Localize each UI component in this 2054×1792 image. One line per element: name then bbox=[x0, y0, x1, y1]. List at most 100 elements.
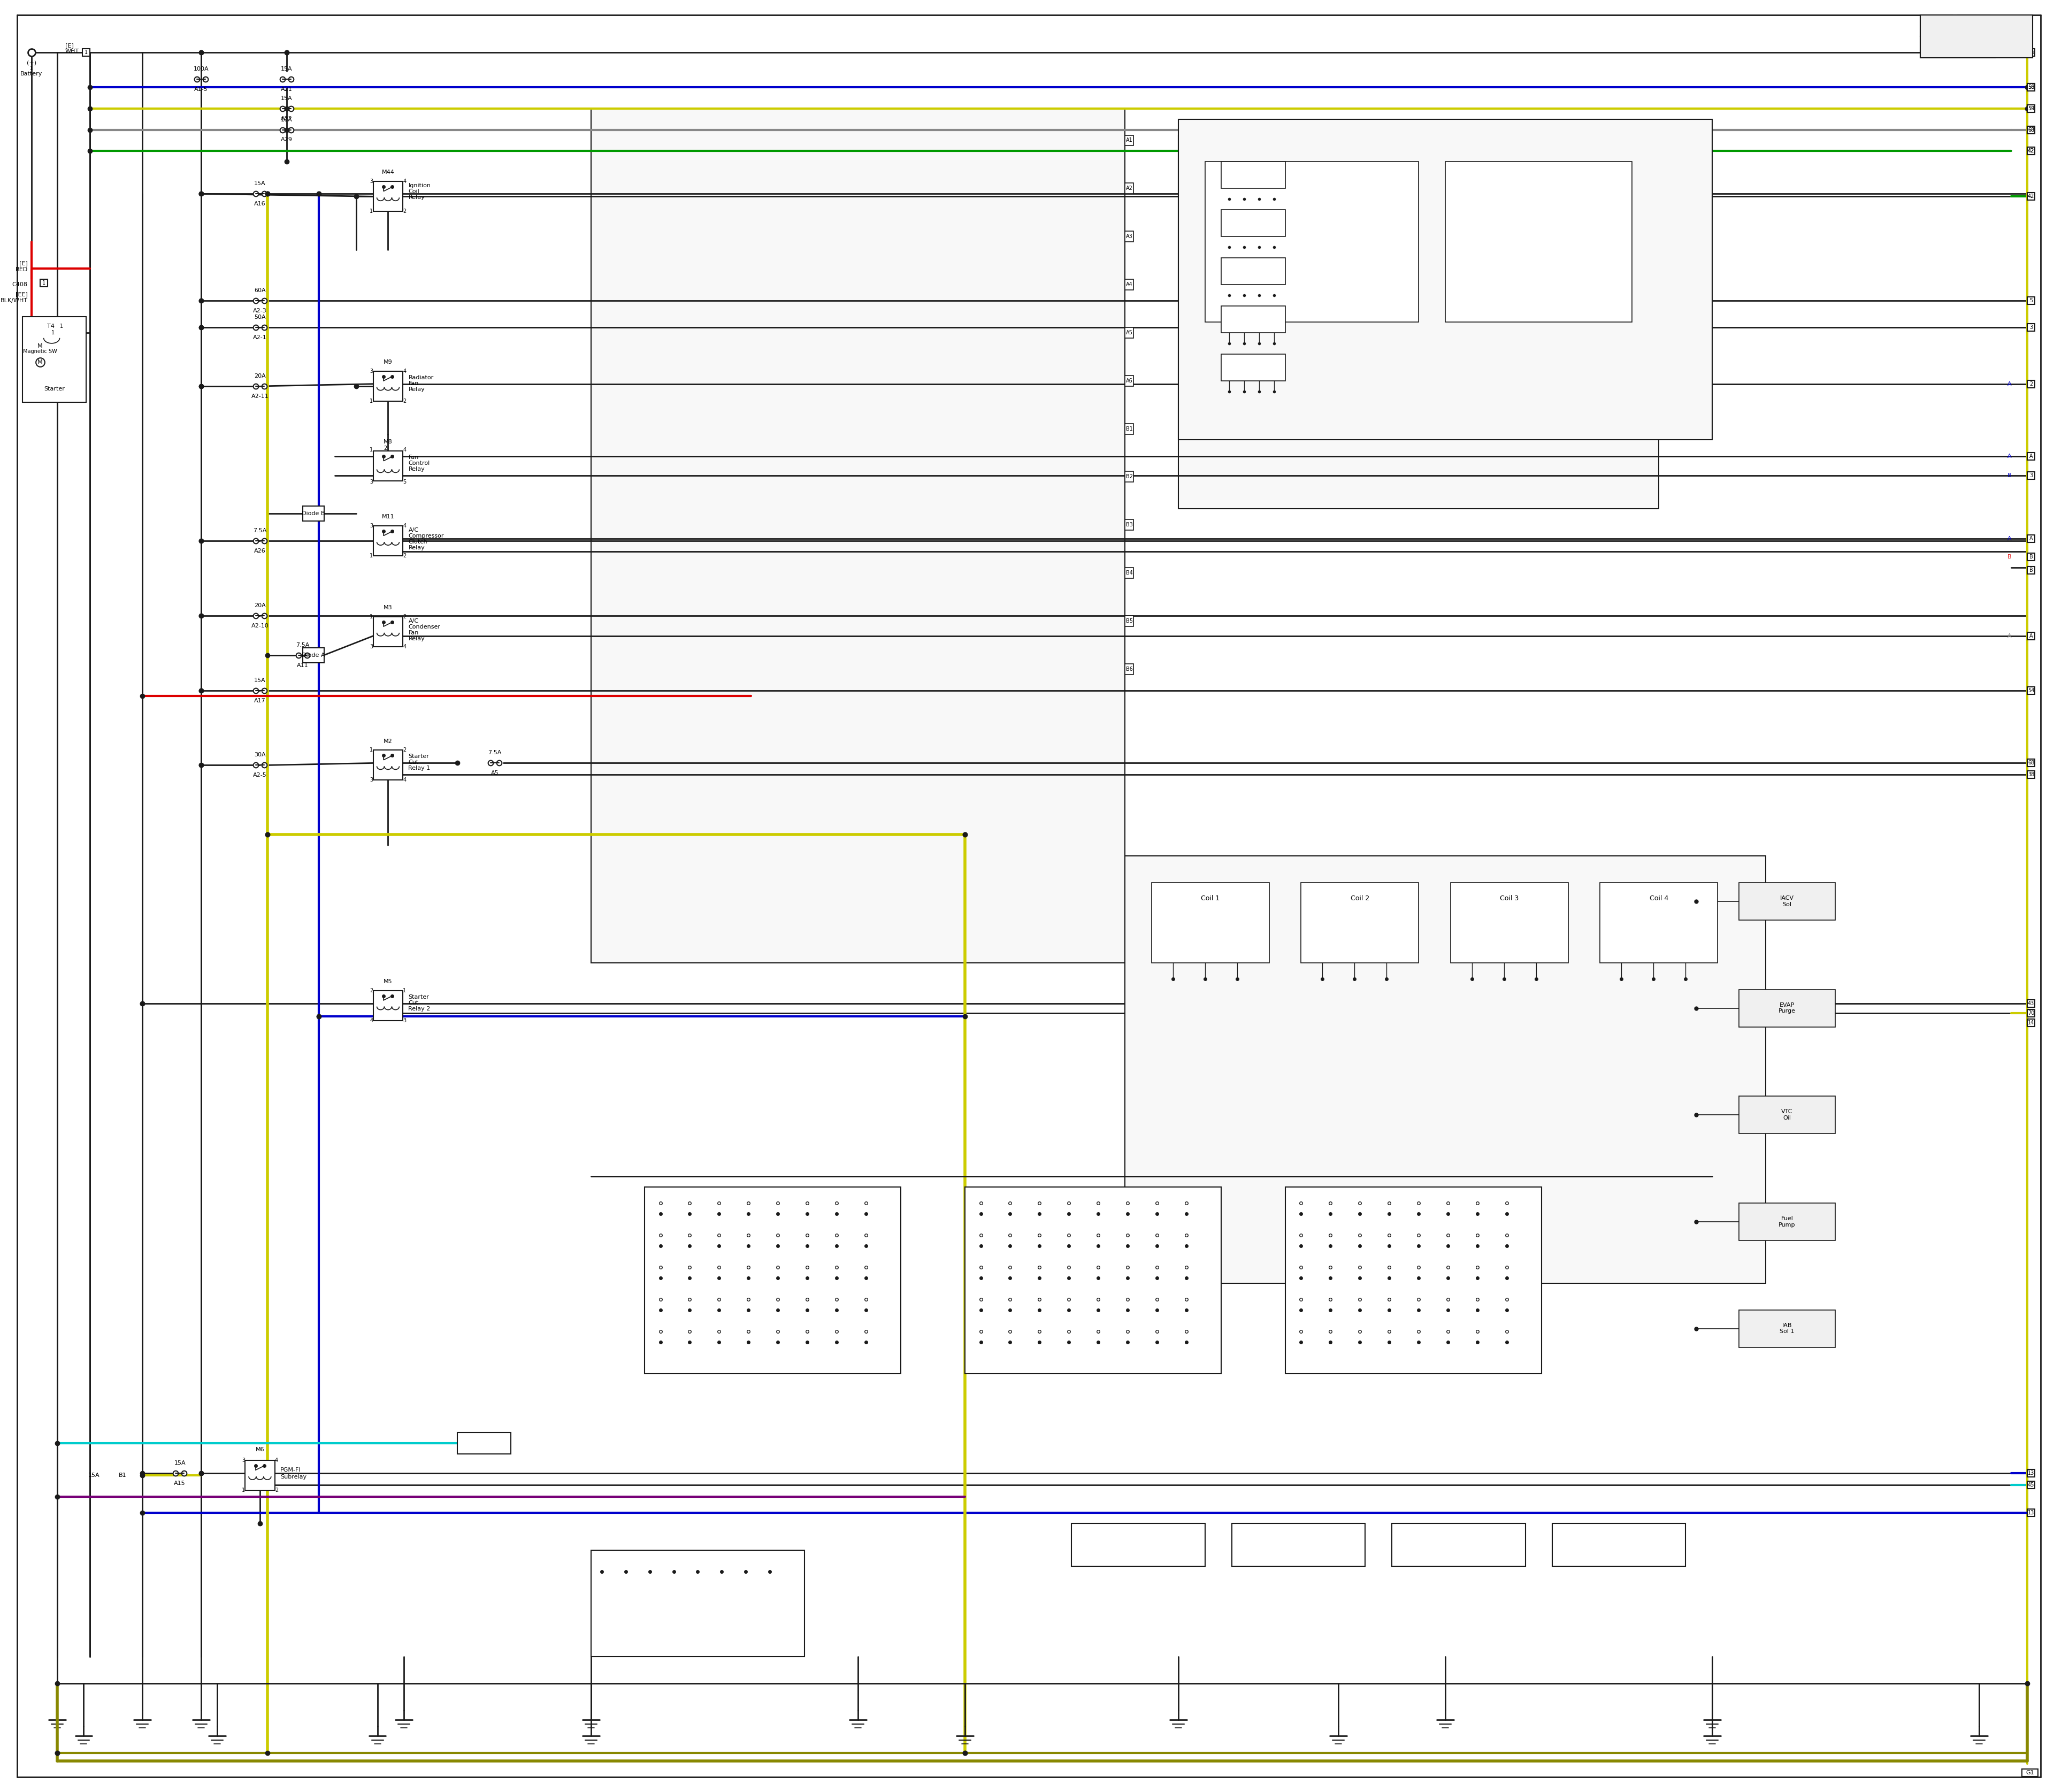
Text: A2-3: A2-3 bbox=[253, 308, 267, 314]
Text: Fan: Fan bbox=[409, 455, 419, 461]
Bar bbox=[2027, 1000, 2036, 1007]
Bar bbox=[1920, 14, 2033, 57]
Text: 13: 13 bbox=[2027, 1471, 2033, 1477]
Bar bbox=[2027, 760, 2036, 767]
Text: 4: 4 bbox=[370, 1018, 374, 1023]
Bar bbox=[2027, 104, 2036, 113]
Text: B1: B1 bbox=[119, 1473, 127, 1478]
Text: 3: 3 bbox=[242, 1457, 244, 1462]
Bar bbox=[1450, 883, 1567, 962]
Text: B: B bbox=[2029, 568, 2033, 573]
Text: WHT: WHT bbox=[66, 48, 78, 54]
Bar bbox=[374, 371, 403, 401]
Bar bbox=[23, 317, 86, 401]
Text: 3: 3 bbox=[370, 480, 374, 486]
Text: A15: A15 bbox=[175, 1480, 185, 1486]
Text: A/C: A/C bbox=[409, 527, 419, 532]
Bar bbox=[2027, 771, 2036, 778]
Bar bbox=[374, 181, 403, 211]
Text: C408: C408 bbox=[12, 281, 27, 287]
Text: 13: 13 bbox=[2027, 1511, 2033, 1516]
Text: 15A
A21: 15A A21 bbox=[1931, 41, 1943, 52]
Text: M11: M11 bbox=[382, 514, 394, 520]
Text: 1: 1 bbox=[370, 448, 374, 453]
Bar bbox=[1220, 161, 1286, 188]
Bar bbox=[374, 452, 403, 480]
Text: 1: 1 bbox=[41, 280, 45, 285]
Text: 42: 42 bbox=[2027, 194, 2033, 199]
Text: Diode A: Diode A bbox=[302, 652, 325, 658]
Bar bbox=[1957, 14, 1990, 36]
Text: A22: A22 bbox=[281, 116, 292, 122]
Bar bbox=[1300, 883, 1419, 962]
Text: 15A: 15A bbox=[255, 181, 265, 186]
Text: 2: 2 bbox=[403, 747, 407, 753]
Text: 4: 4 bbox=[403, 448, 407, 453]
Text: 3: 3 bbox=[2029, 473, 2033, 478]
Text: 15A: 15A bbox=[281, 66, 292, 72]
Text: 7.5A: 7.5A bbox=[253, 529, 267, 534]
Text: 3: 3 bbox=[370, 369, 374, 375]
Text: 1: 1 bbox=[370, 615, 374, 620]
Text: 3: 3 bbox=[2029, 324, 2033, 330]
Text: A4: A4 bbox=[1126, 281, 1132, 287]
Text: [E]: [E] bbox=[66, 43, 74, 48]
Text: S37: S37 bbox=[1968, 23, 1980, 29]
Text: 3: 3 bbox=[403, 1018, 407, 1023]
Text: IACV
Sol: IACV Sol bbox=[1781, 896, 1793, 907]
Text: Diode B: Diode B bbox=[302, 511, 325, 516]
Bar bbox=[1152, 883, 1269, 962]
Text: A: A bbox=[2029, 633, 2033, 638]
Text: Battery: Battery bbox=[21, 72, 43, 77]
Text: 2: 2 bbox=[275, 1487, 277, 1493]
Text: 70: 70 bbox=[2027, 1011, 2033, 1016]
Text: A/C: A/C bbox=[409, 618, 419, 624]
Text: A5: A5 bbox=[1126, 330, 1132, 335]
Text: Compressor: Compressor bbox=[409, 534, 444, 539]
Bar bbox=[458, 1432, 511, 1453]
Bar bbox=[39, 280, 47, 287]
Bar bbox=[2027, 453, 2036, 461]
Bar bbox=[2027, 566, 2036, 573]
Bar bbox=[2027, 125, 2036, 133]
Text: Starter: Starter bbox=[409, 754, 429, 760]
Bar bbox=[1126, 663, 1134, 674]
Text: Coil 4: Coil 4 bbox=[1649, 896, 1668, 901]
Bar bbox=[1393, 1523, 1526, 1566]
Bar bbox=[1553, 1523, 1686, 1566]
Bar bbox=[592, 1550, 805, 1658]
Text: 5: 5 bbox=[403, 480, 407, 486]
Bar bbox=[2021, 1769, 2038, 1776]
Text: 4: 4 bbox=[403, 778, 407, 783]
Text: B2: B2 bbox=[1126, 475, 1132, 480]
Text: 43: 43 bbox=[2027, 1000, 2033, 1005]
Text: Relay 1: Relay 1 bbox=[409, 765, 431, 771]
Text: M9: M9 bbox=[384, 360, 392, 366]
Bar bbox=[1126, 328, 1134, 339]
Text: 15A: 15A bbox=[175, 1460, 185, 1466]
Bar bbox=[302, 647, 325, 663]
Bar bbox=[1179, 118, 1713, 439]
Text: 4: 4 bbox=[403, 523, 407, 529]
Text: B1: B1 bbox=[1126, 426, 1132, 432]
Text: Cut: Cut bbox=[409, 760, 419, 765]
Bar bbox=[1740, 1097, 1834, 1134]
Text: 1: 1 bbox=[29, 66, 33, 72]
Bar bbox=[592, 108, 1126, 962]
Bar bbox=[1920, 14, 1953, 36]
Text: VTC
Oil: VTC Oil bbox=[1781, 1109, 1793, 1120]
Text: 7.5A: 7.5A bbox=[296, 642, 310, 647]
Text: 2: 2 bbox=[403, 615, 407, 620]
Text: 1: 1 bbox=[370, 398, 374, 403]
Text: 3: 3 bbox=[370, 778, 374, 783]
Text: 68: 68 bbox=[2027, 760, 2033, 765]
Bar bbox=[2027, 82, 2036, 91]
Text: PGM-FI: PGM-FI bbox=[279, 1468, 300, 1473]
Bar bbox=[645, 1186, 900, 1374]
Bar bbox=[302, 505, 325, 521]
Bar bbox=[2027, 686, 2036, 694]
Text: 4: 4 bbox=[275, 1457, 277, 1462]
Bar bbox=[1126, 471, 1134, 482]
Bar bbox=[2027, 125, 2036, 133]
Text: 1: 1 bbox=[370, 208, 374, 213]
